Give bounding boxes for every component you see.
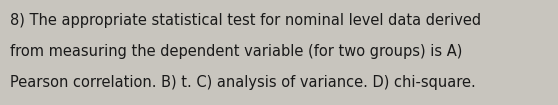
Text: Pearson correlation. B) t. C) analysis of variance. D) chi-square.: Pearson correlation. B) t. C) analysis o… [10, 75, 476, 90]
Text: 8) The appropriate statistical test for nominal level data derived: 8) The appropriate statistical test for … [10, 13, 481, 28]
Text: from measuring the dependent variable (for two groups) is A): from measuring the dependent variable (f… [10, 44, 463, 59]
